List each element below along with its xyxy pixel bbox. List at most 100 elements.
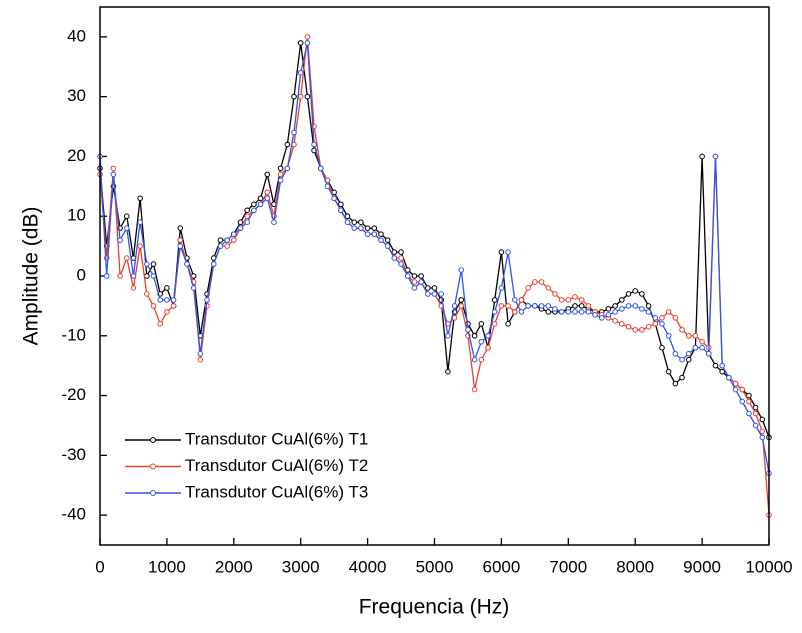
point <box>458 297 465 303</box>
point <box>164 297 170 303</box>
point <box>144 291 150 297</box>
point <box>398 261 404 267</box>
point <box>177 225 184 231</box>
point <box>297 40 304 46</box>
point <box>251 201 257 208</box>
point <box>297 93 304 100</box>
point <box>659 315 665 321</box>
x-tick-label: 7000 <box>549 557 587 576</box>
point <box>177 243 184 249</box>
point <box>237 219 244 225</box>
point <box>244 219 250 225</box>
point <box>398 249 404 255</box>
point <box>197 350 204 357</box>
legend-label: Transdutor CuAl(6%) T2 <box>185 456 368 475</box>
point <box>532 279 538 285</box>
point <box>592 312 598 318</box>
point <box>585 309 592 315</box>
point <box>190 285 197 291</box>
point <box>224 243 230 249</box>
point <box>217 237 224 243</box>
point <box>679 374 685 381</box>
point <box>130 285 137 291</box>
point <box>304 34 311 40</box>
point <box>746 410 752 417</box>
point <box>712 153 719 160</box>
point <box>498 303 505 309</box>
point <box>679 356 685 363</box>
point <box>505 249 511 255</box>
point <box>719 362 725 369</box>
point <box>150 261 157 267</box>
point <box>284 141 291 148</box>
point <box>625 324 632 330</box>
point <box>612 309 618 315</box>
point <box>164 285 170 291</box>
point <box>525 303 531 309</box>
point <box>371 231 378 237</box>
point <box>404 273 411 279</box>
point <box>144 273 150 279</box>
point <box>478 356 485 363</box>
point <box>123 213 130 220</box>
point <box>692 332 699 339</box>
point <box>177 237 184 243</box>
point <box>598 315 605 321</box>
point <box>103 273 110 279</box>
point <box>110 171 117 178</box>
point <box>632 303 639 309</box>
point <box>659 344 665 351</box>
point <box>277 177 284 184</box>
point <box>712 362 719 369</box>
point <box>578 303 585 309</box>
point <box>384 237 391 243</box>
plot-area <box>97 34 772 518</box>
point <box>605 306 612 312</box>
point <box>525 285 531 291</box>
point <box>699 153 705 160</box>
y-tick-label: 30 <box>67 86 86 105</box>
point <box>344 213 351 220</box>
point <box>251 207 257 214</box>
point <box>277 165 284 172</box>
point <box>739 398 746 405</box>
point <box>110 165 117 172</box>
x-tick-label: 1000 <box>148 557 186 576</box>
point <box>471 386 478 393</box>
point <box>518 309 525 315</box>
point <box>752 422 759 429</box>
point <box>331 195 337 202</box>
point <box>277 171 284 178</box>
point <box>485 344 491 351</box>
point <box>184 261 190 267</box>
y-tick-label: 20 <box>67 146 86 165</box>
point <box>157 297 164 303</box>
point <box>625 291 632 297</box>
point <box>431 291 438 297</box>
point <box>391 255 398 261</box>
point <box>665 309 672 315</box>
x-tick-label: 10000 <box>745 557 792 576</box>
point <box>685 332 692 339</box>
point <box>739 386 746 393</box>
point <box>364 231 371 237</box>
point <box>231 231 237 237</box>
point <box>170 297 177 303</box>
point <box>231 237 237 243</box>
point <box>123 225 130 231</box>
point <box>264 171 271 178</box>
point <box>237 225 244 231</box>
point <box>150 273 157 279</box>
point <box>572 309 578 315</box>
point <box>411 273 418 279</box>
point <box>478 321 485 327</box>
point <box>719 368 725 375</box>
series-line <box>99 42 770 438</box>
point <box>565 309 572 315</box>
point <box>418 279 424 285</box>
point <box>578 297 585 303</box>
point <box>491 297 498 303</box>
point <box>759 428 766 435</box>
point <box>545 285 552 291</box>
